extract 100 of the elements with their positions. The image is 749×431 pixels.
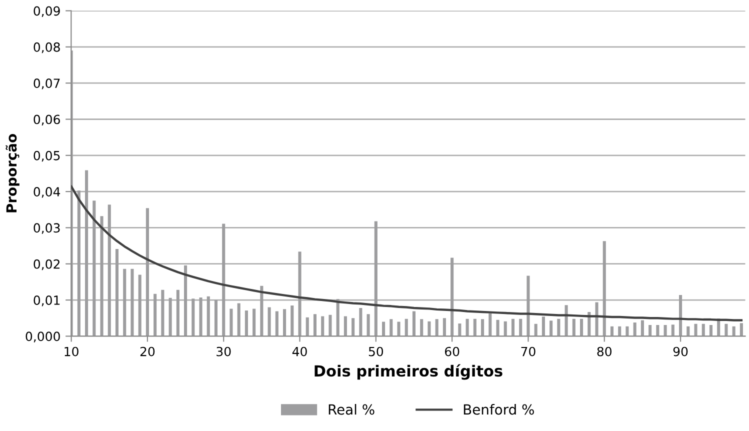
bar [130, 268, 134, 336]
legend-label: Benford % [464, 404, 534, 415]
x-tick-label: 20 [140, 346, 155, 356]
bar [252, 308, 256, 336]
bar [679, 294, 682, 336]
bar [199, 297, 202, 336]
y-tick-label: 0,02 [34, 259, 60, 270]
bar [602, 241, 606, 336]
bar [466, 318, 469, 336]
bar [328, 314, 332, 336]
bar [161, 290, 164, 336]
bar [488, 313, 492, 336]
bar [526, 276, 530, 336]
x-axis-title: Dois primeiros dígitos [314, 364, 502, 380]
y-tick-label: 0,09 [34, 6, 60, 17]
bar [359, 308, 362, 336]
y-axis-title: Proporção [6, 134, 20, 212]
bar [450, 258, 454, 336]
bar [154, 294, 157, 336]
bar [214, 300, 218, 336]
bar [534, 324, 538, 336]
bar [572, 318, 576, 336]
bar [344, 316, 347, 336]
bar [366, 314, 370, 336]
bar [404, 318, 408, 336]
bar [275, 311, 278, 336]
bar [473, 318, 476, 336]
bar [626, 326, 629, 336]
bar [382, 322, 386, 336]
bar [412, 311, 416, 336]
y-tick-label: 0,03 [34, 223, 60, 234]
bar [192, 298, 195, 336]
bar [694, 324, 698, 336]
bar [230, 308, 233, 336]
bar [709, 324, 713, 336]
bar [580, 318, 584, 336]
bar [618, 326, 622, 336]
bar [85, 170, 88, 336]
bar [237, 303, 240, 336]
bar [108, 204, 111, 336]
bar [664, 324, 667, 336]
legend-label: Real % [328, 404, 374, 415]
bar [504, 321, 507, 336]
bar [442, 318, 446, 336]
bar [146, 208, 149, 336]
y-tick-label: 0,000 [26, 332, 60, 342]
bar [374, 221, 378, 336]
y-tick-label: 0,01 [34, 295, 60, 306]
bar [176, 290, 180, 336]
bar [306, 317, 309, 336]
y-tick-label: 0,04 [34, 187, 60, 198]
bar [92, 200, 96, 336]
y-tick-label: 0,08 [34, 42, 60, 54]
bar [542, 316, 545, 336]
bar [702, 324, 705, 336]
bar [648, 324, 652, 336]
bar [123, 268, 126, 336]
bar [390, 319, 393, 336]
bar [184, 265, 188, 336]
bar [244, 310, 248, 336]
x-tick-label: 60 [444, 346, 460, 356]
bar [686, 326, 690, 336]
bar [724, 324, 728, 336]
bar [732, 326, 736, 336]
bar [168, 298, 172, 336]
bar [336, 298, 340, 336]
x-tick-label: 90 [673, 346, 688, 356]
bar [77, 190, 80, 336]
bar [633, 322, 636, 336]
bar [313, 314, 317, 336]
bar [290, 305, 294, 336]
x-tick-label: 10 [64, 346, 78, 356]
bar [260, 286, 264, 336]
bar [298, 252, 302, 336]
bar [321, 316, 324, 336]
line-series [71, 185, 743, 322]
bar [740, 323, 743, 336]
bar [640, 320, 644, 336]
bar [420, 319, 424, 336]
bar [115, 249, 119, 336]
y-tick-label: 0,06 [34, 114, 60, 126]
bar [100, 216, 104, 336]
bar [610, 326, 614, 336]
bar [138, 274, 142, 336]
bar [352, 318, 355, 336]
bar [428, 321, 431, 336]
bar [283, 309, 286, 336]
bar [519, 318, 522, 336]
bar [671, 324, 674, 336]
bar [481, 319, 484, 336]
bar [435, 319, 438, 336]
bar [511, 318, 515, 336]
y-tick-label: 0,05 [34, 150, 60, 162]
bar [222, 224, 226, 336]
bar [397, 322, 400, 336]
x-tick-label: 80 [597, 346, 612, 356]
bar [458, 324, 462, 336]
x-tick-label: 70 [521, 346, 536, 356]
bar [550, 320, 553, 336]
bar [595, 302, 598, 336]
